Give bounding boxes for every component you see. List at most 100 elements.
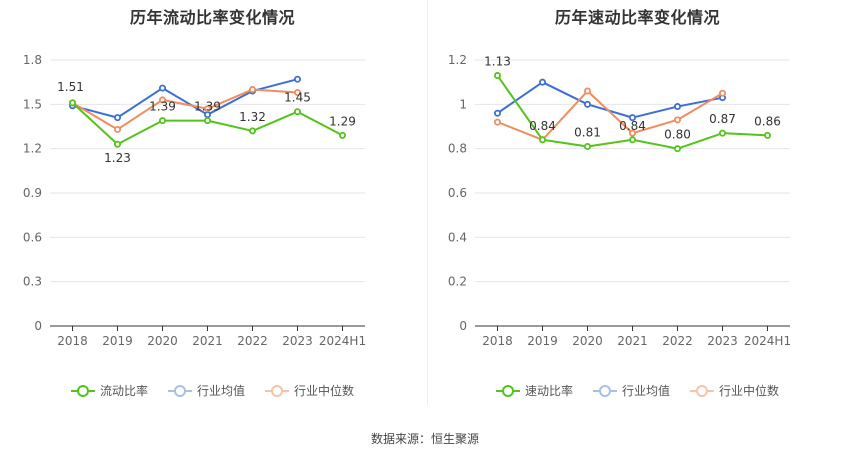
- legend-item-series-1[interactable]: 速动比率: [495, 382, 573, 399]
- data-point[interactable]: [583, 142, 591, 150]
- data-point[interactable]: [293, 75, 301, 83]
- y-tick-label: 1.8: [23, 53, 42, 67]
- data-point[interactable]: [293, 89, 301, 97]
- y-tick-label: 0.6: [23, 230, 42, 244]
- x-tick-label: 2020: [147, 334, 178, 348]
- x-tick-label: 2024H1: [744, 334, 791, 348]
- data-point[interactable]: [203, 117, 211, 125]
- data-point[interactable]: [628, 114, 636, 122]
- data-point[interactable]: [583, 87, 591, 95]
- data-point[interactable]: [673, 103, 681, 111]
- data-label: 1.29: [329, 114, 356, 128]
- data-point[interactable]: [248, 127, 256, 135]
- data-label: 0.84: [529, 119, 556, 133]
- x-tick-label: 2019: [102, 334, 133, 348]
- legend-marker-icon: [167, 384, 192, 398]
- y-tick-label: 0: [459, 319, 467, 333]
- y-tick-label: 1.2: [448, 53, 467, 67]
- x-tick-label: 2018: [482, 334, 513, 348]
- legend-label: 速动比率: [524, 384, 573, 398]
- legend-item-series-1[interactable]: 流动比率: [70, 382, 148, 399]
- data-point[interactable]: [494, 109, 502, 117]
- y-tick-label: 0.3: [23, 275, 42, 289]
- data-label: 1.39: [194, 100, 221, 114]
- data-point[interactable]: [718, 129, 726, 137]
- x-tick-label: 2018: [57, 334, 88, 348]
- legend-marker-icon: [690, 384, 714, 398]
- x-tick-label: 2023: [282, 334, 313, 348]
- y-tick-label: 0: [34, 319, 42, 333]
- data-point[interactable]: [338, 131, 346, 139]
- data-point[interactable]: [628, 136, 636, 144]
- data-label: 0.81: [574, 125, 601, 139]
- x-tick-label: 2022: [662, 334, 693, 348]
- data-point[interactable]: [673, 116, 681, 124]
- y-tick-label: 1: [459, 97, 467, 111]
- legend-marker-icon: [70, 384, 95, 398]
- legend-label: 行业均值: [621, 384, 670, 398]
- x-tick-label: 2019: [527, 334, 558, 348]
- chart-title: 历年流动比率变化情况: [129, 8, 295, 27]
- chart-title: 历年速动比率变化情况: [554, 8, 720, 27]
- y-tick-label: 0.9: [23, 186, 42, 200]
- data-point[interactable]: [114, 125, 122, 133]
- data-label: 0.80: [664, 128, 691, 142]
- data-label: 1.45: [284, 91, 311, 105]
- current-ratio-chart-panel: 历年流动比率变化情况 0 0.3 0.6 0.9 1.2 1.5 1.8 2018 2019 20…: [0, 0, 425, 410]
- data-label: 0.86: [754, 114, 781, 128]
- data-point[interactable]: [763, 131, 771, 139]
- chart-legend: 速动比率 行业均值 行业中位数: [425, 382, 850, 399]
- data-label: 1.39: [149, 100, 176, 114]
- legend-marker-icon: [265, 384, 289, 398]
- data-point[interactable]: [293, 108, 301, 116]
- legend-item-series-2[interactable]: 行业均值: [592, 382, 670, 399]
- y-tick-label: 0.6: [448, 186, 467, 200]
- data-point[interactable]: [673, 145, 681, 153]
- data-point[interactable]: [718, 89, 726, 97]
- data-point[interactable]: [539, 136, 547, 144]
- data-label: 0.87: [709, 112, 736, 126]
- panel-divider: [427, 0, 428, 405]
- data-point[interactable]: [494, 118, 502, 126]
- data-point[interactable]: [539, 78, 547, 86]
- x-tick-label: 2020: [572, 334, 603, 348]
- legend-marker-icon: [495, 384, 520, 398]
- quick-ratio-chart-panel: 历年速动比率变化情况 0 0.2 0.4 0.6 0.8 1 1.2 2018 2019 2020…: [425, 0, 850, 410]
- legend-item-series-3[interactable]: 行业中位数: [265, 382, 354, 399]
- series-line: [71, 88, 298, 131]
- legend-item-series-2[interactable]: 行业均值: [167, 382, 245, 399]
- legend-label: 行业中位数: [294, 384, 355, 398]
- x-tick-label: 2021: [192, 334, 223, 348]
- data-point[interactable]: [158, 84, 166, 92]
- data-label: 1.23: [104, 151, 131, 165]
- x-tick-label: 2023: [707, 334, 738, 348]
- chart-legend: 流动比率 行业均值 行业中位数: [0, 382, 425, 399]
- legend-label: 行业中位数: [719, 384, 780, 398]
- y-tick-label: 0.2: [448, 275, 467, 289]
- data-point[interactable]: [114, 140, 122, 148]
- data-point[interactable]: [203, 105, 211, 113]
- y-tick-label: 1.5: [23, 97, 42, 111]
- legend-item-series-3[interactable]: 行业中位数: [690, 382, 779, 399]
- y-tick-label: 0.4: [448, 230, 467, 244]
- data-label: 1.13: [484, 55, 511, 69]
- data-point[interactable]: [628, 129, 636, 137]
- data-point[interactable]: [69, 99, 77, 107]
- data-point[interactable]: [158, 96, 166, 104]
- x-tick-label: 2021: [617, 334, 648, 348]
- data-point[interactable]: [158, 117, 166, 125]
- x-tick-label: 2024H1: [319, 334, 366, 348]
- series-line: [497, 90, 724, 141]
- y-tick-label: 0.8: [448, 142, 467, 156]
- legend-marker-icon: [592, 384, 617, 398]
- data-point[interactable]: [494, 72, 502, 80]
- data-label: 1.51: [57, 80, 84, 94]
- x-tick-label: 2022: [237, 334, 268, 348]
- y-tick-label: 1.2: [23, 142, 42, 156]
- data-point[interactable]: [248, 86, 256, 94]
- legend-label: 行业均值: [196, 384, 245, 398]
- data-point[interactable]: [114, 114, 122, 122]
- data-point[interactable]: [583, 100, 591, 108]
- current-ratio-chart: 0 0.3 0.6 0.9 1.2 1.5 1.8 2018 2019 2020 2021 2022 2…: [23, 53, 366, 348]
- data-source-footer: 数据来源：恒生聚源: [370, 432, 479, 446]
